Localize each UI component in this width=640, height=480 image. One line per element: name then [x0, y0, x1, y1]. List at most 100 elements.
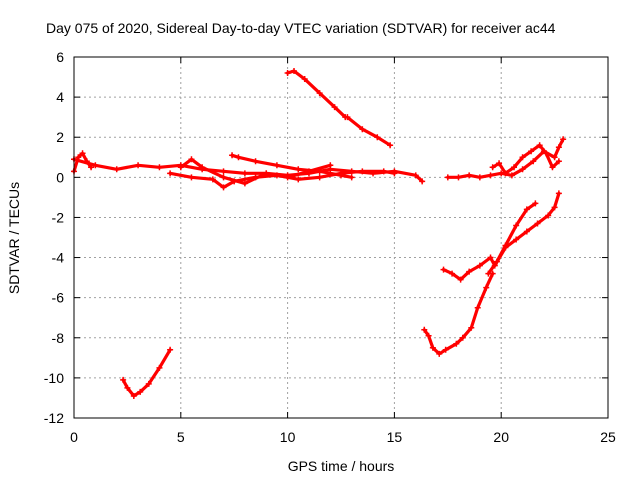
data-point: [468, 324, 475, 331]
data-point: [440, 266, 447, 273]
data-point: [543, 150, 550, 157]
series-arc-9: [422, 272, 495, 356]
y-tick-labels: -12 -10 -8 -6 -4 -2 0 2 4 6: [44, 49, 64, 426]
data-point: [551, 154, 558, 161]
data-point: [130, 392, 137, 399]
axis-ticks: [73, 56, 609, 419]
data-point: [137, 388, 144, 395]
y-tick-label: 6: [56, 49, 64, 65]
data-point: [436, 350, 443, 357]
data-point: [188, 156, 195, 163]
data-point: [513, 236, 520, 243]
data-point: [359, 126, 366, 133]
data-point: [502, 170, 509, 177]
data-point: [474, 304, 481, 311]
data-point: [359, 168, 366, 175]
data-point: [502, 242, 509, 249]
data-point: [560, 136, 567, 143]
data-point: [528, 148, 535, 155]
data-point: [487, 254, 494, 261]
data-point: [199, 164, 206, 171]
x-tick-label: 10: [280, 429, 296, 445]
data-point: [156, 164, 163, 171]
series-arc-13: [491, 143, 561, 175]
data-point: [220, 174, 227, 181]
data-point: [551, 204, 558, 211]
data-point: [453, 340, 460, 347]
data-point: [380, 168, 387, 175]
y-tick-label: -4: [52, 250, 65, 266]
data-point: [273, 162, 280, 169]
data-point: [489, 164, 496, 171]
data-point: [555, 190, 562, 197]
series-arc-7: [345, 115, 392, 147]
series-arc-6: [286, 69, 347, 119]
data-point: [79, 150, 86, 157]
y-tick-label: 0: [56, 169, 64, 185]
y-tick-label: -6: [52, 290, 65, 306]
y-tick-label: -8: [52, 330, 65, 346]
data-point: [295, 176, 302, 183]
y-tick-label: 4: [56, 89, 64, 105]
data-point: [536, 142, 543, 149]
data-point: [209, 176, 216, 183]
data-point: [331, 104, 338, 111]
data-point: [523, 206, 530, 213]
x-tick-label: 0: [70, 429, 78, 445]
data-point: [493, 258, 500, 265]
data-point: [444, 174, 451, 181]
x-tick-label: 20: [493, 429, 509, 445]
data-point: [338, 172, 344, 179]
data-point: [549, 164, 556, 171]
data-point: [466, 172, 473, 179]
data-point: [391, 170, 398, 177]
data-point: [145, 380, 152, 387]
data-point: [241, 170, 248, 177]
data-point: [519, 154, 526, 161]
data-point: [419, 178, 426, 185]
data-point: [113, 166, 120, 173]
data-point: [476, 174, 483, 181]
x-tick-label: 25: [600, 429, 616, 445]
data-point: [156, 364, 163, 371]
data-point: [327, 162, 334, 169]
data-point: [513, 222, 520, 229]
y-tick-label: -2: [52, 209, 65, 225]
data-point: [459, 334, 466, 341]
data-point: [545, 212, 552, 219]
data-point: [425, 332, 432, 339]
data-point: [220, 184, 227, 191]
data-point: [455, 174, 462, 181]
series-arc-8: [121, 348, 172, 398]
data-point: [284, 70, 291, 77]
data-point: [177, 164, 184, 171]
series-layer: [71, 68, 567, 399]
data-point: [295, 166, 302, 173]
series-arc-11: [486, 201, 537, 276]
data-point: [231, 178, 238, 185]
data-point: [523, 228, 530, 235]
data-point: [167, 346, 174, 353]
y-tick-label: 2: [56, 129, 64, 145]
data-point: [348, 174, 355, 181]
data-point: [530, 158, 537, 165]
data-point: [555, 158, 562, 165]
data-point: [466, 268, 473, 275]
data-point: [316, 90, 323, 97]
data-point: [344, 114, 351, 121]
data-point: [412, 172, 419, 179]
data-point: [555, 144, 562, 151]
chart-title: Day 075 of 2020, Sidereal Day-to-day VTE…: [46, 20, 556, 36]
data-point: [534, 220, 541, 227]
data-point: [519, 166, 526, 173]
data-point: [387, 142, 394, 149]
data-point: [487, 172, 494, 179]
data-point: [457, 276, 464, 283]
data-point: [374, 134, 381, 141]
data-point: [316, 168, 323, 175]
x-tick-label: 15: [387, 429, 403, 445]
grid-lines: [74, 57, 608, 418]
x-axis-label: GPS time / hours: [288, 458, 395, 474]
y-tick-label: -12: [44, 410, 64, 426]
